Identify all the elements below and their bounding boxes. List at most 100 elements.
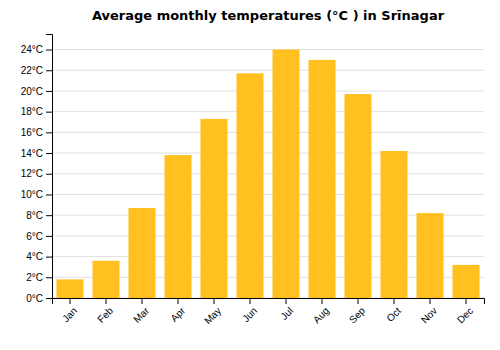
tick-label: 6°C bbox=[26, 231, 43, 242]
x-tick: Oct bbox=[384, 298, 403, 324]
tick-mark bbox=[178, 298, 179, 304]
y-tick: 4°C bbox=[26, 251, 52, 262]
y-tick: 10°C bbox=[21, 189, 52, 200]
bar bbox=[417, 213, 444, 298]
y-axis: 0°C 2°C 4°C 6°C 8°C 10°C 12°C 14°C 16°C 18°C 20°C 2… bbox=[21, 35, 53, 304]
tick-mark bbox=[46, 194, 52, 195]
x-tick: Nov bbox=[419, 298, 439, 325]
tick-label: May bbox=[202, 305, 223, 326]
x-tick: Aug bbox=[311, 298, 331, 325]
tick-mark bbox=[466, 298, 467, 304]
grid-line bbox=[52, 90, 484, 91]
tick-mark bbox=[46, 112, 52, 113]
tick-label: 14°C bbox=[21, 148, 43, 159]
bar bbox=[345, 94, 372, 298]
grid bbox=[52, 50, 484, 298]
y-tick: 22°C bbox=[21, 65, 52, 76]
y-tick: 20°C bbox=[21, 86, 52, 97]
tick-label: 4°C bbox=[26, 251, 43, 262]
tick-label: Sep bbox=[347, 305, 368, 326]
y-tick: 12°C bbox=[21, 168, 52, 179]
y-tick: 16°C bbox=[21, 127, 52, 138]
plot: 0°C 2°C 4°C 6°C 8°C 10°C 12°C 14°C 16°C 18°C 20°C 2… bbox=[21, 35, 485, 327]
tick-label: 22°C bbox=[21, 65, 43, 76]
tick-mark bbox=[46, 174, 52, 175]
grid-line bbox=[52, 49, 484, 50]
y-tick: 8°C bbox=[26, 210, 52, 221]
tick-mark bbox=[70, 298, 71, 304]
tick-label: 18°C bbox=[21, 106, 43, 117]
y-tick: 6°C bbox=[26, 231, 52, 242]
x-tick: Mar bbox=[131, 298, 151, 325]
y-tick: 0°C bbox=[26, 293, 52, 304]
grid-line bbox=[52, 111, 484, 112]
tick-label: 16°C bbox=[21, 127, 43, 138]
y-tick: 24°C bbox=[21, 44, 52, 55]
tick-mark bbox=[46, 257, 52, 258]
tick-mark bbox=[46, 50, 52, 51]
x-tick: Jan bbox=[60, 298, 79, 324]
grid-line bbox=[52, 70, 484, 71]
y-tick: 18°C bbox=[21, 106, 52, 117]
tick-mark bbox=[46, 132, 52, 133]
tick-label: Mar bbox=[131, 305, 151, 325]
y-tick: 14°C bbox=[21, 148, 52, 159]
grid-line bbox=[52, 194, 484, 195]
tick-mark bbox=[286, 298, 287, 304]
tick-mark bbox=[46, 277, 52, 278]
bar bbox=[93, 261, 120, 298]
axis-domain bbox=[46, 35, 53, 299]
tick-label: Dec bbox=[455, 305, 475, 325]
bars bbox=[57, 50, 480, 298]
x-tick: Dec bbox=[455, 298, 475, 325]
bar bbox=[237, 73, 264, 298]
x-tick: Jul bbox=[278, 298, 295, 322]
x-tick: Apr bbox=[168, 298, 187, 324]
tick-label: 20°C bbox=[21, 86, 43, 97]
tick-mark bbox=[214, 298, 215, 304]
tick-mark bbox=[46, 298, 52, 299]
bar bbox=[309, 60, 336, 298]
tick-label: 12°C bbox=[21, 168, 43, 179]
x-tick: May bbox=[202, 298, 223, 326]
grid-line bbox=[52, 153, 484, 154]
tick-label: 10°C bbox=[21, 189, 43, 200]
tick-mark bbox=[46, 153, 52, 154]
tick-label: 2°C bbox=[26, 272, 43, 283]
grid-line bbox=[52, 132, 484, 133]
bar bbox=[57, 279, 84, 298]
grid-line bbox=[52, 173, 484, 174]
tick-label: Jan bbox=[60, 305, 79, 324]
tick-mark bbox=[322, 298, 323, 304]
x-tick: Feb bbox=[95, 298, 115, 325]
bar bbox=[273, 50, 300, 298]
bar bbox=[201, 119, 228, 298]
tick-mark bbox=[394, 298, 395, 304]
tick-mark bbox=[46, 70, 52, 71]
tick-label: 24°C bbox=[21, 44, 43, 55]
x-axis: Jan Feb Mar Apr May Jun Jul Aug Sep Oct Nov Dec bbox=[53, 298, 485, 326]
tick-label: Oct bbox=[384, 305, 403, 324]
tick-mark bbox=[46, 215, 52, 216]
tick-mark bbox=[46, 91, 52, 92]
tick-mark bbox=[46, 236, 52, 237]
tick-mark bbox=[430, 298, 431, 304]
tick-mark bbox=[358, 298, 359, 304]
tick-mark bbox=[250, 298, 251, 304]
y-tick: 2°C bbox=[26, 272, 52, 283]
x-tick: Jun bbox=[240, 298, 259, 324]
bar bbox=[453, 265, 480, 298]
tick-label: Aug bbox=[311, 305, 331, 325]
bar bbox=[165, 155, 192, 298]
tick-label: Nov bbox=[419, 305, 439, 325]
x-tick: Sep bbox=[347, 298, 368, 325]
title: Average monthly temperatures (°C ) in Sr… bbox=[92, 8, 445, 23]
bar bbox=[129, 208, 156, 298]
axis-domain bbox=[53, 299, 485, 305]
tick-label: Jul bbox=[278, 305, 295, 322]
tick-mark bbox=[142, 298, 143, 304]
chart: 0°C 2°C 4°C 6°C 8°C 10°C 12°C 14°C 16°C 18°C 20°C 2… bbox=[0, 0, 500, 350]
tick-label: Jun bbox=[240, 305, 259, 324]
bar bbox=[381, 151, 408, 298]
tick-label: 8°C bbox=[26, 210, 43, 221]
